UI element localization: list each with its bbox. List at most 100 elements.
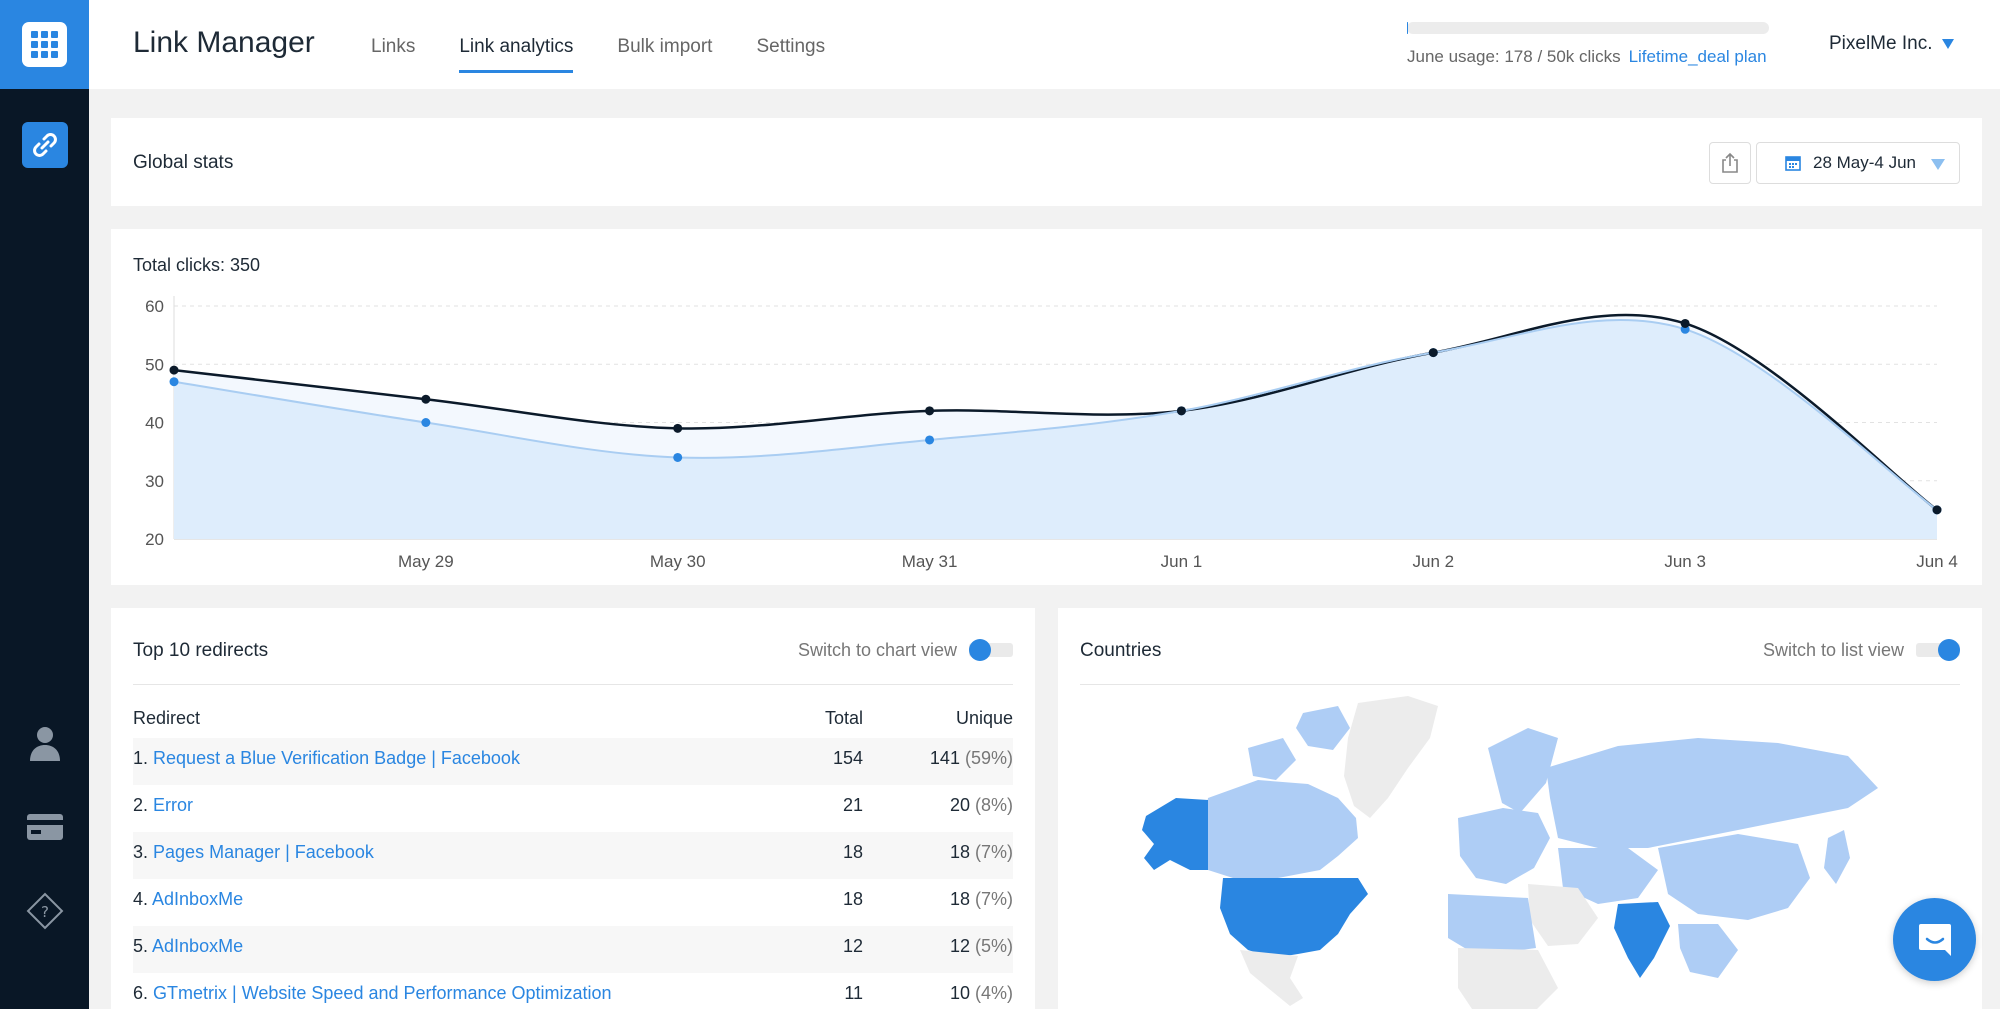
clicks-area-chart: 20 30 40 50 60 May 29 May 30 May 31 Jun 1 Jun 2 Ju…: [145, 296, 1958, 571]
map-region-usa[interactable]: [1220, 878, 1368, 958]
row-total: 11: [844, 983, 863, 1003]
plan-link[interactable]: Lifetime_deal plan: [1628, 47, 1767, 66]
row-index: 4.: [133, 889, 149, 909]
x-tick-label: May 30: [650, 552, 706, 571]
y-tick-label: 20: [145, 530, 164, 549]
tab-settings[interactable]: Settings: [756, 36, 826, 57]
series-1-point: [1680, 318, 1690, 328]
table-row: 2. Error 21 20 (8%): [133, 785, 1013, 832]
row-unique: 18: [949, 889, 970, 909]
series-1-point: [1932, 505, 1942, 515]
chat-support-button[interactable]: [1893, 898, 1976, 981]
map-region-alaska[interactable]: [1142, 798, 1208, 870]
redirect-link[interactable]: AdInboxMe: [152, 889, 244, 909]
map-region-canada[interactable]: [1203, 780, 1358, 878]
row-total: 12: [842, 936, 863, 956]
tab-links[interactable]: Links: [371, 36, 416, 57]
account-nav[interactable]: [24, 722, 66, 764]
map-region-arctic-islands[interactable]: [1296, 706, 1350, 750]
link-manager-nav[interactable]: [22, 122, 68, 168]
toggle-knob: [1938, 639, 1960, 661]
redirect-link[interactable]: Error: [153, 795, 194, 815]
map-region-middle-east[interactable]: [1528, 884, 1598, 946]
row-total: 18: [842, 842, 863, 862]
table-row: 6. GTmetrix | Website Speed and Performa…: [133, 973, 1013, 1009]
series-1-point: [1176, 406, 1186, 416]
global-stats-card: Global stats 28 May-4 Jun: [111, 118, 1982, 206]
redirects-table: Redirect Total Unique 1. Request a Blue …: [133, 698, 1013, 1009]
series-1-line: [173, 313, 1938, 511]
row-percent: (5%): [974, 936, 1013, 956]
redirect-link[interactable]: Request a Blue Verification Badge | Face…: [153, 748, 520, 768]
sidebar: ?: [0, 0, 89, 1009]
countries-card: Countries Switch to list view: [1058, 608, 1982, 1009]
org-name: PixelMe Inc.: [1829, 33, 1933, 54]
redirects-header: Top 10 redirects Switch to chart view: [133, 630, 1013, 685]
series-1-point: [1428, 348, 1438, 358]
series-2-line: [173, 319, 1938, 511]
row-percent: (4%): [974, 983, 1013, 1003]
map-region-africa[interactable]: [1458, 948, 1558, 1009]
map-region-central-asia[interactable]: [1558, 848, 1658, 904]
redirect-link[interactable]: Pages Manager | Facebook: [153, 842, 374, 862]
date-range-picker[interactable]: 28 May-4 Jun: [1756, 142, 1960, 184]
map-region-europe[interactable]: [1458, 808, 1550, 884]
redirect-link[interactable]: GTmetrix | Website Speed and Performance…: [153, 983, 612, 1003]
redirects-title: Top 10 redirects: [133, 640, 269, 661]
row-total: 18: [842, 889, 863, 909]
table-header: Redirect Total Unique: [133, 698, 1013, 738]
map-region-china[interactable]: [1658, 834, 1810, 920]
global-stats-title: Global stats: [133, 152, 234, 173]
billing-nav[interactable]: [24, 806, 66, 848]
row-percent: (7%): [974, 842, 1013, 862]
column-total: Total: [824, 708, 863, 728]
usage-text: June usage: 178 / 50k clicks: [1407, 47, 1621, 66]
clicks-chart-card: Total clicks: 350 20 30 40 50 60 May 29 May 30…: [111, 229, 1982, 585]
user-icon: [30, 727, 60, 761]
map-region-southeast-asia[interactable]: [1678, 924, 1738, 978]
usage-summary: June usage: 178 / 50k clicks Lifetime_dea…: [1407, 47, 1767, 67]
map-region-russia[interactable]: [1546, 738, 1878, 848]
tab-bulk-import[interactable]: Bulk import: [617, 36, 713, 57]
map-region-greenland[interactable]: [1344, 696, 1438, 818]
list-view-toggle[interactable]: [1916, 639, 1960, 661]
svg-text:?: ?: [41, 903, 49, 921]
top-header: Link Manager Links Link analytics Bulk imp…: [89, 0, 2000, 89]
row-index: 5.: [133, 936, 149, 956]
map-region-mexico[interactable]: [1240, 950, 1303, 1006]
export-button[interactable]: [1709, 142, 1751, 184]
x-tick-label: Jun 4: [1916, 552, 1958, 571]
map-region-north-africa[interactable]: [1448, 894, 1536, 956]
chart-view-toggle[interactable]: [969, 639, 1013, 661]
chart-view-label: Switch to chart view: [797, 640, 957, 660]
map-region-arctic-islands-west[interactable]: [1248, 738, 1296, 780]
share-icon: [1722, 152, 1738, 173]
row-percent: (59%): [964, 748, 1013, 768]
org-switcher[interactable]: PixelMe Inc.: [1829, 33, 1955, 55]
app-title: Link Manager: [133, 26, 315, 59]
list-view-label: Switch to list view: [1762, 640, 1904, 660]
column-redirect: Redirect: [133, 708, 201, 728]
row-unique: 141: [929, 748, 960, 768]
series-1-point: [169, 365, 179, 375]
redirect-link[interactable]: AdInboxMe: [152, 936, 244, 956]
toggle-knob: [969, 639, 991, 661]
apps-grid-icon: [22, 22, 67, 67]
row-total: 154: [832, 748, 863, 768]
row-index: 3.: [133, 842, 149, 862]
row-percent: (7%): [974, 889, 1013, 909]
series-2-area: [174, 319, 1937, 539]
x-tick-label: May 29: [398, 552, 454, 571]
countries-title: Countries: [1080, 640, 1162, 661]
apps-button[interactable]: [0, 0, 89, 89]
x-tick-label: Jun 1: [1161, 552, 1203, 571]
series-1-point: [925, 406, 935, 416]
tab-link-analytics[interactable]: Link analytics: [459, 36, 574, 73]
series-2-point: [421, 418, 431, 427]
map-region-india[interactable]: [1614, 902, 1670, 978]
row-index: 1.: [133, 748, 149, 768]
table-row: 4. AdInboxMe 18 18 (7%): [133, 879, 1013, 926]
map-region-scandinavia[interactable]: [1488, 728, 1558, 813]
help-nav[interactable]: ?: [24, 890, 66, 932]
map-region-japan[interactable]: [1824, 830, 1850, 884]
